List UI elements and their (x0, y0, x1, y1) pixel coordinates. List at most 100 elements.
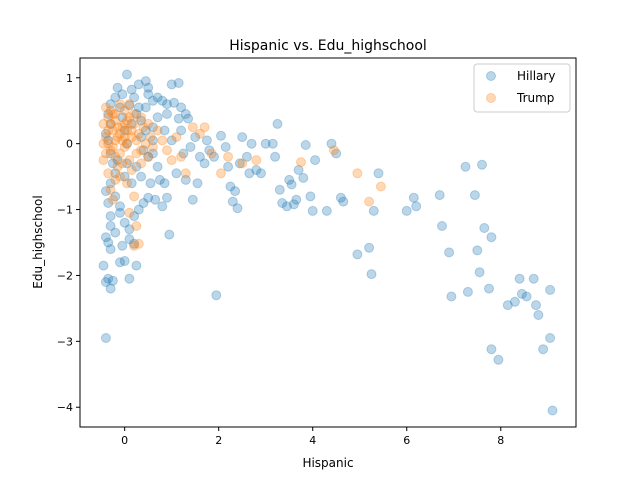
data-point-hillary-17 (105, 211, 116, 222)
data-point-trump-7 (107, 109, 118, 119)
data-point-trump-22 (115, 148, 125, 159)
data-point-hillary-87 (220, 142, 231, 152)
data-point-hillary-166 (147, 135, 158, 146)
data-point-hillary-22 (115, 207, 125, 218)
legend-marker-hillary (486, 71, 496, 81)
data-point-hillary-58 (169, 97, 179, 108)
data-point-hillary-104 (281, 201, 292, 212)
data-point-trump-80 (126, 125, 137, 136)
data-point-trump-6 (105, 145, 116, 156)
data-point-hillary-81 (190, 132, 201, 143)
data-point-hillary-71 (152, 161, 163, 172)
data-point-hillary-42 (126, 84, 137, 95)
data-point-trump-20 (110, 151, 121, 162)
data-point-hillary-15 (131, 260, 142, 271)
data-point-hillary-174 (256, 168, 266, 179)
data-point-hillary-60 (180, 109, 191, 119)
data-point-trump-62 (180, 168, 191, 179)
data-point-trump-54 (136, 112, 147, 123)
data-point-trump-63 (187, 122, 198, 133)
data-point-hillary-61 (183, 113, 194, 124)
y-axis-label: Edu_highschool (31, 195, 45, 288)
data-point-hillary-16 (124, 273, 135, 284)
data-point-hillary-169 (176, 125, 187, 136)
data-point-trump-27 (133, 128, 144, 139)
data-point-hillary-21 (110, 191, 121, 202)
data-point-trump-64 (194, 128, 205, 139)
data-point-trump-52 (124, 99, 135, 110)
data-point-hillary-129 (446, 291, 457, 302)
legend-label-trump: Trump (516, 91, 554, 105)
data-point-hillary-48 (140, 102, 151, 113)
data-point-hillary-18 (103, 198, 114, 208)
data-point-hillary-4 (105, 283, 116, 294)
data-point-hillary-130 (460, 161, 471, 172)
data-point-hillary-24 (124, 224, 135, 235)
data-point-hillary-99 (267, 138, 278, 149)
data-point-hillary-39 (119, 125, 130, 136)
data-point-hillary-46 (131, 109, 142, 119)
data-point-trump-2 (105, 118, 116, 129)
data-point-hillary-70 (147, 148, 158, 159)
data-point-trump-29 (138, 122, 149, 133)
data-point-hillary-175 (286, 179, 297, 190)
legend-label-hillary: Hillary (517, 69, 555, 83)
data-point-hillary-14 (129, 238, 140, 249)
data-point-hillary-128 (444, 247, 455, 258)
data-point-hillary-146 (528, 273, 539, 284)
data-point-hillary-80 (194, 151, 205, 162)
data-point-hillary-92 (232, 203, 243, 214)
data-point-hillary-91 (230, 186, 241, 197)
x-tick-label: 6 (403, 434, 410, 447)
data-point-hillary-173 (244, 168, 255, 179)
x-tick-label: 8 (497, 434, 504, 447)
data-point-trump-39 (105, 184, 116, 195)
data-point-hillary-148 (531, 300, 541, 311)
data-point-hillary-47 (136, 115, 147, 126)
y-axis: 1 0 −1 −2 −3 −4 (57, 72, 80, 414)
data-point-hillary-53 (152, 92, 163, 103)
data-point-trump-21 (112, 161, 123, 172)
x-tick-label: 4 (309, 434, 316, 447)
data-point-trump-15 (126, 132, 137, 143)
data-point-hillary-179 (117, 89, 128, 100)
data-point-hillary-88 (223, 161, 234, 172)
data-point-trump-68 (223, 151, 234, 162)
data-point-hillary-50 (140, 76, 151, 87)
data-point-hillary-55 (162, 99, 172, 110)
data-point-hillary-134 (474, 267, 485, 278)
data-point-hillary-138 (484, 283, 494, 294)
data-point-hillary-95 (241, 151, 252, 162)
data-point-hillary-67 (136, 132, 147, 143)
data-point-trump-3 (107, 125, 118, 136)
data-point-hillary-40 (122, 138, 132, 149)
data-point-hillary-145 (521, 291, 532, 302)
data-point-hillary-171 (178, 148, 189, 159)
data-point-trump-78 (122, 138, 132, 149)
data-point-hillary-100 (270, 151, 281, 162)
data-point-hillary-111 (305, 191, 316, 202)
data-point-hillary-144 (516, 288, 527, 299)
data-point-trump-65 (199, 122, 210, 133)
data-point-hillary-162 (115, 201, 125, 212)
data-point-hillary-102 (274, 184, 285, 195)
data-point-hillary-105 (284, 174, 295, 185)
data-point-trump-5 (103, 138, 114, 149)
data-point-hillary-136 (479, 223, 490, 233)
data-point-hillary-98 (260, 138, 271, 149)
data-point-hillary-41 (122, 69, 132, 80)
data-point-hillary-154 (112, 155, 123, 166)
data-point-hillary-7 (103, 237, 114, 248)
data-point-hillary-28 (107, 158, 118, 169)
legend: Hillary Trump (473, 63, 571, 113)
data-point-hillary-29 (105, 148, 116, 159)
data-point-hillary-30 (103, 135, 114, 146)
data-point-hillary-149 (538, 344, 549, 355)
data-point-trump-67 (216, 168, 226, 179)
data-point-hillary-23 (119, 217, 130, 228)
data-point-trump-32 (145, 132, 156, 143)
data-point-hillary-56 (166, 79, 177, 90)
data-point-hillary-2 (98, 260, 109, 271)
data-point-hillary-161 (157, 201, 168, 212)
data-point-hillary-75 (164, 229, 175, 240)
